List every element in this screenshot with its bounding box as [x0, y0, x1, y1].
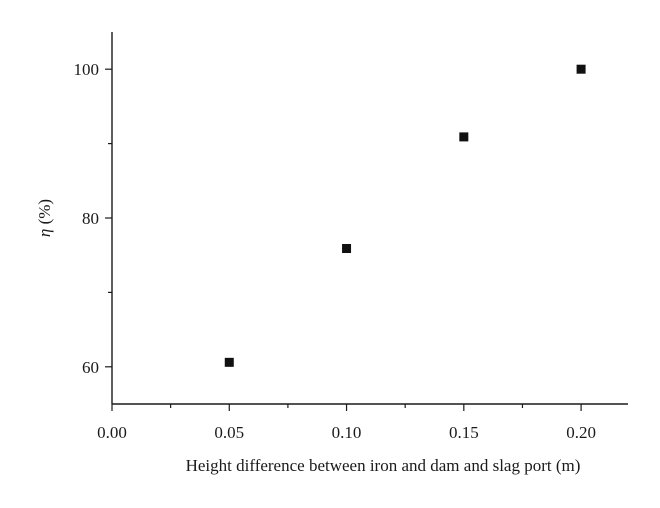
- y-axis-title: η (%): [35, 199, 54, 237]
- ticks: 0.00 0.05 0.10 0.15 0.20 60 80 100: [74, 60, 596, 442]
- x-tick-label: 0.00: [97, 423, 127, 442]
- data-points: [224, 64, 586, 367]
- y-tick-label: 60: [82, 358, 99, 377]
- data-point: [224, 357, 234, 367]
- data-point: [459, 132, 469, 142]
- y-axis-symbol: η: [35, 229, 54, 237]
- axes: [111, 32, 628, 405]
- x-tick-label: 0.15: [449, 423, 479, 442]
- data-point: [576, 64, 586, 74]
- x-tick-label: 0.10: [332, 423, 362, 442]
- y-tick-label: 100: [74, 60, 100, 79]
- x-tick-label: 0.20: [566, 423, 596, 442]
- y-tick-label: 80: [82, 209, 99, 228]
- data-point: [342, 244, 352, 254]
- x-axis-title: Height difference between iron and dam a…: [186, 456, 581, 475]
- x-tick-label: 0.05: [214, 423, 244, 442]
- y-axis-unit: (%): [35, 199, 54, 229]
